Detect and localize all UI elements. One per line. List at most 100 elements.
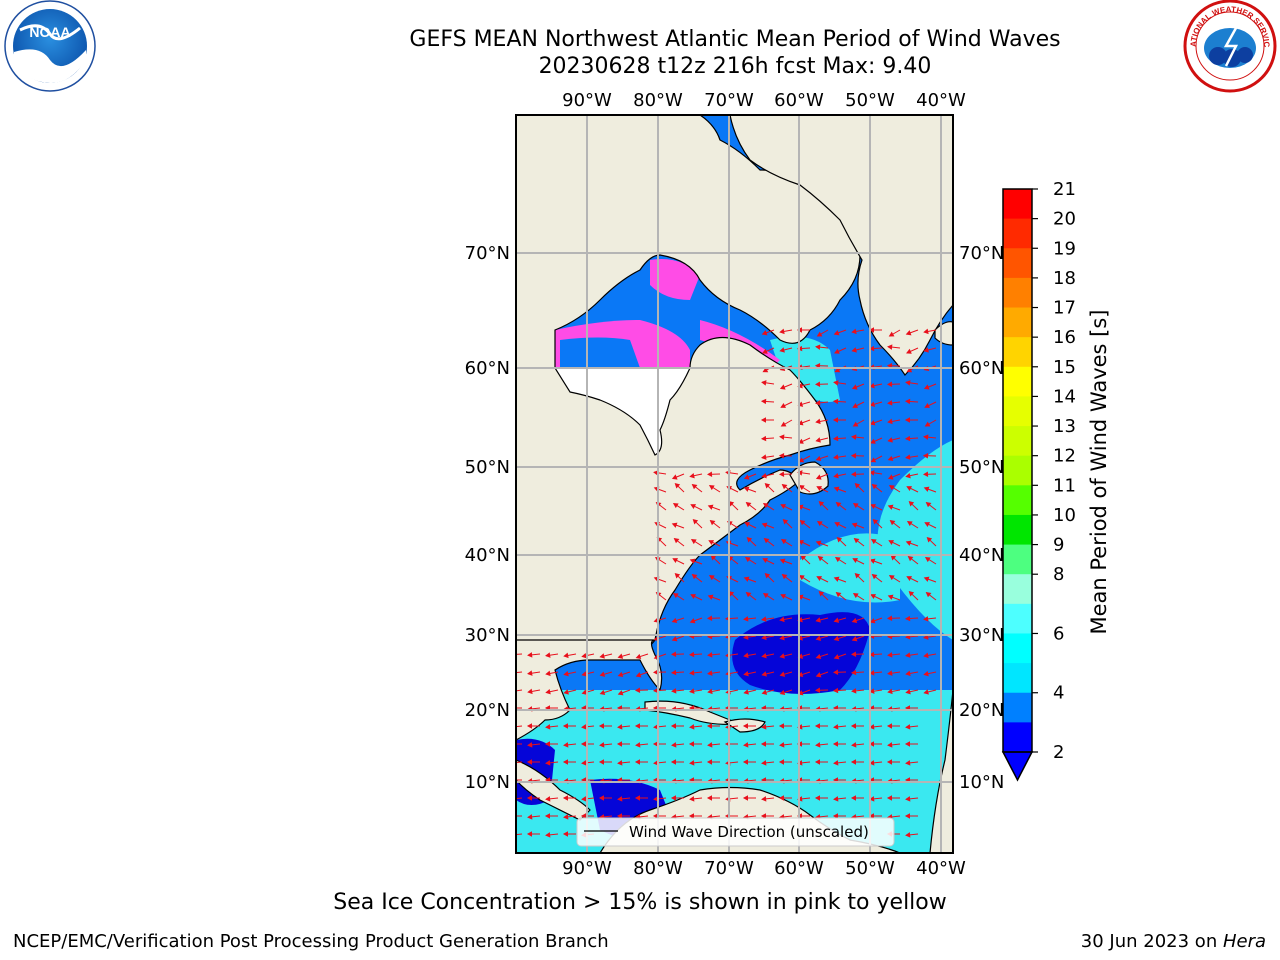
wind-arrow-head (706, 471, 713, 478)
wind-arrow-head (672, 558, 679, 563)
wind-arrow-head (779, 653, 785, 659)
wind-arrow-head (923, 670, 929, 677)
wind-arrow-head (544, 741, 550, 747)
wind-arrow-head (836, 536, 843, 543)
wind-arrow-head (599, 742, 605, 748)
lat-label-left-6: 10°N (465, 772, 510, 793)
lon-labels: 90°W 80°W 70°W 60°W 50°W 40°W 90°W 80°W … (562, 90, 966, 879)
wind-arrow-head (709, 519, 716, 526)
colorbar-tick-label: 9 (1053, 535, 1064, 556)
wind-arrow-head (745, 501, 752, 508)
lat-label-right-2: 50°N (959, 457, 1004, 478)
wind-arrow-head (527, 652, 533, 658)
wind-arrow-head (671, 474, 678, 480)
lon-label-top-4: 50°W (845, 90, 895, 111)
wind-arrow-head (689, 760, 695, 766)
colorbar-tick-label: 19 (1053, 238, 1076, 259)
wind-arrow-head (904, 705, 910, 711)
wind-arrow-head (617, 690, 624, 696)
wind-arrow-head (581, 796, 587, 802)
wind-arrow-head (744, 557, 751, 563)
wind-arrow-head (832, 741, 838, 747)
wind-arrow-head (760, 777, 766, 783)
colorbar-tick-label: 14 (1053, 386, 1076, 407)
wind-arrow-head (886, 759, 892, 765)
wind-arrow-head (778, 795, 784, 801)
wind-arrow-head (710, 554, 717, 561)
wind-arrow-head (599, 653, 605, 659)
hudson-bay-ice (553, 367, 691, 456)
colorbar-cell (1003, 189, 1032, 220)
wind-arrow-head (814, 795, 820, 801)
wind-arrow-head (816, 486, 823, 491)
wind-arrow-head (761, 796, 767, 802)
wind-arrow-head (763, 537, 770, 544)
wind-arrow-head (778, 452, 785, 459)
wind-arrow-head (886, 362, 893, 369)
wind-arrow-head (851, 328, 857, 335)
lat-label-left-1: 60°N (465, 358, 510, 379)
wind-arrow-head (617, 796, 623, 802)
wind-arrow-head (926, 536, 933, 543)
wind-arrow-head (743, 616, 749, 622)
wind-arrow-head (850, 759, 856, 765)
wind-arrow-head (598, 723, 604, 729)
wind-arrow-head (599, 671, 606, 677)
ice-foxe-pink (650, 259, 700, 300)
wind-arrow-head (544, 777, 550, 783)
wind-arrow-head (689, 796, 695, 802)
lat-label-right-6: 10°N (959, 772, 1004, 793)
wind-arrow-head (832, 813, 838, 819)
wind-arrow-head (779, 689, 786, 696)
wind-arrow-head (905, 472, 911, 479)
wind-arrow-head (707, 652, 713, 658)
lon-label-bottom-0: 90°W (562, 858, 612, 879)
wind-arrow-head (671, 617, 678, 624)
wind-arrow-head (887, 652, 893, 658)
wind-arrow-head (761, 689, 768, 695)
wind-arrow-head (887, 437, 893, 443)
wind-arrow-head (833, 796, 839, 802)
wind-arrow-head (671, 688, 677, 694)
wind-arrow-head (690, 504, 697, 509)
wind-arrow-head (742, 759, 748, 765)
wind-arrow-head (815, 418, 821, 425)
wind-arrow-head (851, 434, 857, 440)
wind-arrow-head (635, 742, 641, 748)
wind-arrow-head (742, 795, 748, 801)
map-subtitle: 20230628 t12z 216h fcst Max: 9.40 (538, 54, 932, 79)
wind-arrow-head (782, 518, 789, 525)
colorbar-title: Mean Period of Wind Waves [s] (1087, 310, 1111, 635)
colorbar-ticks: 21 20 19 18 17 16 15 14 13 12 11 10 9 8 6 4 2 (1032, 179, 1076, 763)
wind-arrow-head (814, 381, 821, 388)
wind-arrow-head (671, 636, 678, 642)
wind-arrow-head (872, 518, 879, 525)
colorbar-frame (1002, 188, 1033, 753)
wind-arrow-head (634, 723, 640, 729)
wind-arrow-head (833, 472, 839, 479)
wind-arrow-head (850, 452, 857, 459)
wind-arrow-head (563, 689, 569, 695)
wind-arrow-head (760, 813, 766, 819)
colorbar-cell (1003, 603, 1032, 634)
wind-arrow-head (889, 519, 896, 526)
wind-arrow-head (778, 723, 784, 729)
wind-arrow-head (707, 742, 713, 748)
wind-arrow-head (815, 474, 822, 480)
lon-label-top-2: 70°W (704, 90, 754, 111)
wind-arrow-head (868, 741, 874, 747)
wind-arrow-head (815, 617, 821, 623)
colorbar-tick-label: 21 (1053, 179, 1076, 200)
wind-arrow-head (886, 615, 893, 622)
wind-arrow-head (923, 328, 929, 335)
wind-arrow-head (832, 398, 839, 405)
wind-arrow-head (888, 575, 895, 581)
wind-arrow-head (760, 741, 766, 747)
lat-label-left-2: 50°N (465, 457, 510, 478)
wind-arrow-head (510, 778, 514, 782)
wind-arrow-head (871, 483, 878, 490)
footer-date: 30 Jun 2023 on Hera (1081, 931, 1266, 952)
wind-arrow-head (563, 670, 569, 677)
colorbar-tick-label: 20 (1053, 209, 1076, 230)
wind-arrow-head (707, 670, 713, 676)
